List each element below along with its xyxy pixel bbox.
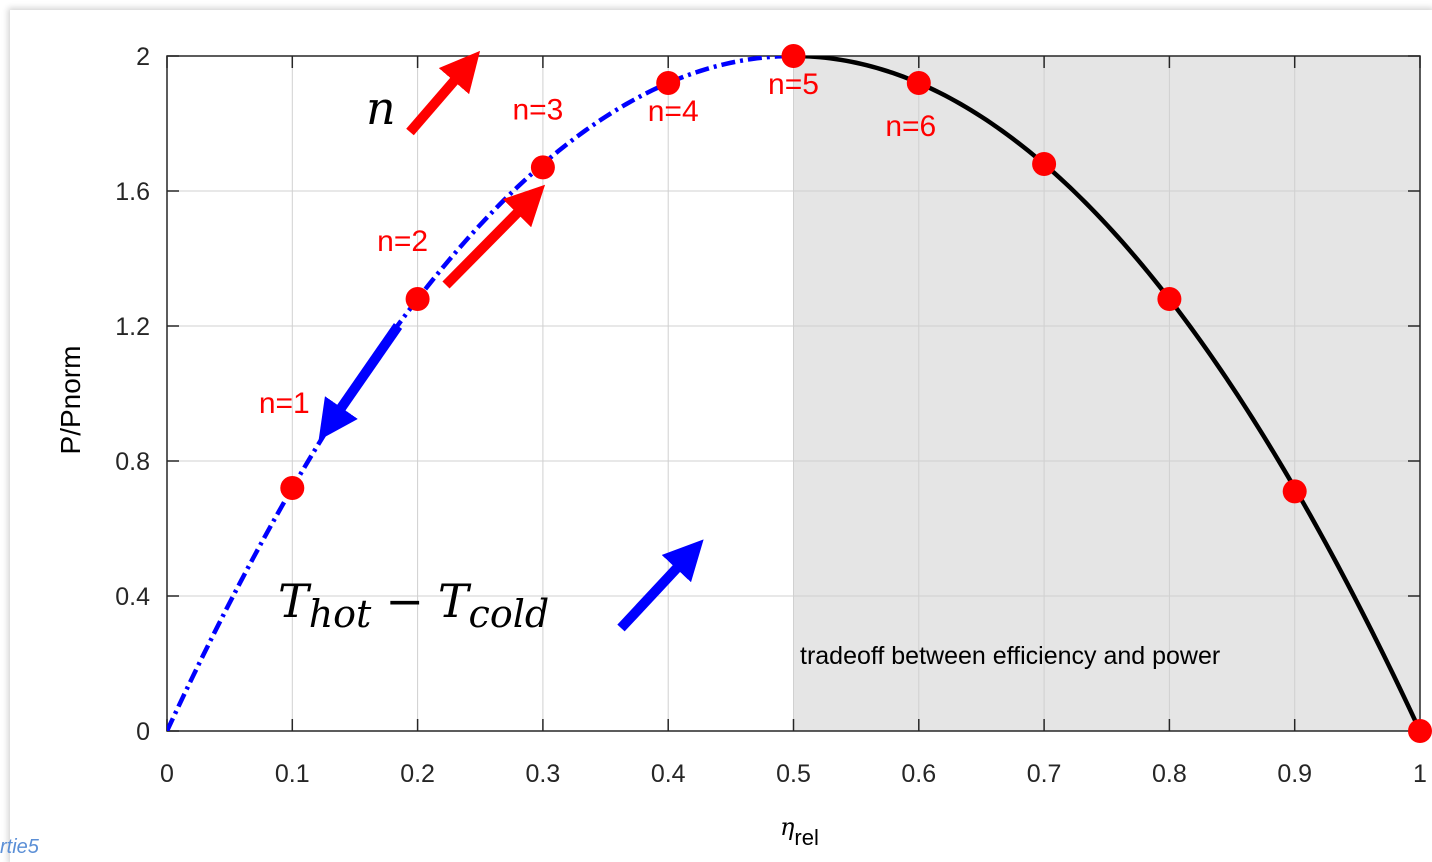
- data-point: [1157, 287, 1182, 311]
- y-tick-label: 0.4: [115, 583, 150, 611]
- n-symbol: n: [366, 81, 396, 135]
- temperature-difference-label: Thot − Tcold: [278, 574, 549, 636]
- x-axis-label: ηrel: [780, 813, 819, 850]
- x-tick-label: 0.2: [400, 760, 435, 788]
- point-label: n=2: [377, 225, 428, 258]
- red-arrow-curve: [442, 184, 546, 289]
- blue-arrow-curve: [318, 323, 403, 441]
- minus-sign: −: [385, 574, 424, 628]
- data-point: [530, 155, 555, 180]
- x-tick-label: 0.7: [1027, 760, 1062, 788]
- point-label: n=5: [768, 68, 819, 101]
- y-tick-label: 1.2: [115, 313, 150, 341]
- data-point: [1282, 479, 1307, 504]
- x-tick-label: 0.3: [526, 760, 561, 788]
- x-axis-label-eta: η: [780, 813, 795, 841]
- x-tick-label: 0.8: [1152, 760, 1187, 788]
- x-tick-labels: 0 0.1 0.2 0.3 0.4 0.5 0.6 0.7 0.8 0.9 1: [160, 760, 1427, 788]
- t-hot-main: T: [278, 574, 312, 628]
- x-tick-label: 0.6: [901, 760, 936, 788]
- series-curve-solid: [793, 56, 1420, 731]
- series-curve-dashed: [167, 56, 794, 731]
- x-tick-label: 0.4: [651, 760, 686, 788]
- y-tick-labels: 0 0.4 0.8 1.2 1.6 2: [115, 43, 150, 746]
- x-tick-label: 1: [1413, 760, 1427, 788]
- blue-arrow-temp: [617, 539, 704, 632]
- x-tick-label: 0.9: [1277, 760, 1312, 788]
- data-point: [405, 287, 430, 311]
- t-cold-main: T: [438, 574, 472, 628]
- point-label: n=1: [259, 387, 310, 420]
- data-point: [781, 44, 806, 68]
- y-tick-label: 2: [136, 43, 150, 71]
- point-label: n=4: [648, 95, 699, 128]
- tradeoff-label: tradeoff between efficiency and power: [800, 642, 1220, 670]
- x-axis-label-sub: rel: [794, 825, 818, 850]
- t-hot-sub: hot: [309, 592, 372, 636]
- t-cold-sub: cold: [469, 592, 550, 636]
- y-tick-label: 1.6: [115, 178, 150, 206]
- x-tick-label: 0.5: [776, 760, 811, 788]
- red-arrow-n: [406, 50, 481, 136]
- data-points: [280, 44, 1432, 743]
- data-point: [280, 476, 305, 500]
- tradeoff-shaded-region: [793, 56, 1420, 731]
- data-point: [906, 71, 931, 95]
- point-labels: n=1 n=2 n=3 n=4 n=5 n=6: [259, 68, 936, 420]
- y-axis-label: P/Pnorm: [55, 346, 86, 455]
- point-label: n=3: [512, 93, 563, 126]
- data-point: [1408, 719, 1432, 743]
- data-point: [656, 71, 681, 95]
- point-label: n=6: [885, 110, 936, 143]
- footer-caption: rtie5: [0, 836, 39, 858]
- y-tick-label: 0: [136, 718, 150, 746]
- x-tick-label: 0.1: [275, 760, 310, 788]
- y-tick-label: 0.8: [115, 448, 150, 476]
- data-point: [1032, 152, 1057, 176]
- x-tick-label: 0: [160, 760, 174, 788]
